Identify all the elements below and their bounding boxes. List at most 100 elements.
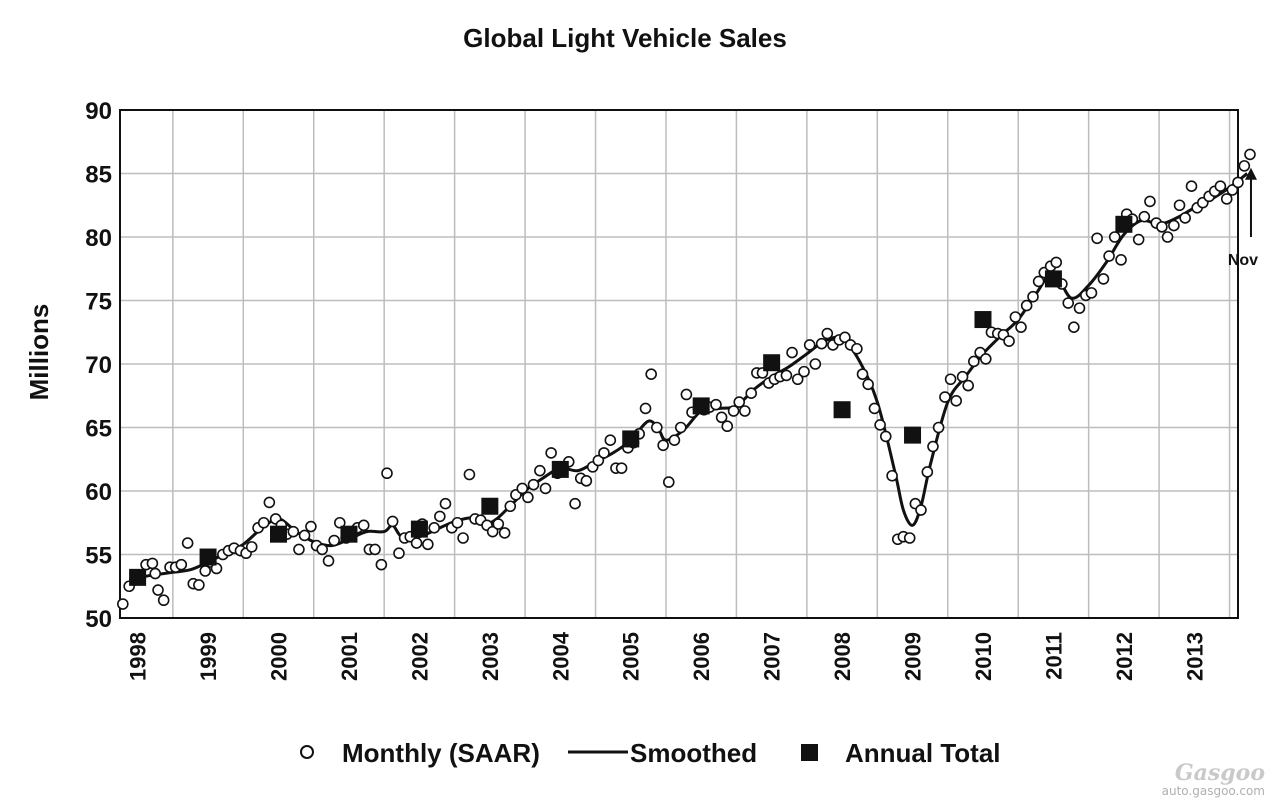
monthly-point [733,396,746,408]
annual-point [833,401,851,419]
monthly-point [451,516,464,529]
monthly-point [1091,232,1103,245]
monthly-point [674,421,687,434]
monthly-point [263,496,276,509]
y-tick-label: 80 [85,225,112,252]
monthly-point [175,558,188,571]
annual-point [1044,270,1062,288]
monthly-point [193,579,205,591]
monthly-point [721,420,734,433]
monthly-point [293,543,305,556]
monthly-point [1085,287,1098,299]
y-tick-label: 75 [85,289,112,316]
grid [120,109,1238,619]
monthly-point [662,476,675,488]
monthly-point [727,405,740,417]
monthly-point [1097,273,1110,285]
monthly-point [1132,233,1145,246]
monthly-series [117,148,1256,610]
y-tick-label: 85 [85,162,112,189]
x-axis-ticks: 1998 1999 2000 2001 2002 2003 2004 2005 2006 2007… [126,631,1208,681]
x-tick-label: 2000 [267,632,292,681]
monthly-point [962,379,974,392]
legend-annual-label: Annual Total [845,738,1001,768]
monthly-point [381,467,393,480]
monthly-point [357,519,370,532]
monthly-point [1185,180,1198,192]
monthly-point [1144,195,1156,208]
monthly-point [298,529,311,542]
monthly-point [839,331,851,344]
monthly-point [580,475,593,487]
monthly-point [791,373,804,386]
monthly-point [463,468,476,481]
monthly-point [545,447,557,459]
monthly-point [1062,297,1075,309]
monthly-point [932,421,945,434]
monthly-point [369,543,381,556]
y-tick-label: 55 [85,543,112,570]
monthly-point [604,434,617,447]
monthly-point [522,491,534,504]
monthly-point [1003,335,1015,347]
monthly-point [181,537,194,549]
monthly-point [199,565,212,577]
monthly-point [428,522,440,534]
monthly-point [809,358,822,370]
monthly-point [680,388,693,401]
monthly-point [1015,321,1027,333]
annual-point [270,525,288,543]
annual-point [763,354,781,372]
monthly-point [903,532,916,544]
legend: Monthly (SAAR) Smoothed Annual Total [300,738,1001,768]
monthly-point [1050,256,1063,269]
monthly-point [245,541,258,553]
monthly-point [504,500,517,513]
monthly-point [422,538,434,551]
annual-point [481,497,499,515]
legend-monthly-label: Monthly (SAAR) [342,738,540,768]
monthly-point [1115,254,1127,266]
monthly-point [1156,221,1168,233]
y-axis-label: Millions [24,304,54,401]
x-tick-label: 2006 [689,632,714,681]
monthly-point [798,365,810,378]
x-tick-label: 2008 [830,632,855,681]
monthly-point [645,368,657,380]
monthly-point [257,516,270,529]
y-axis-ticks: 50 55 60 65 70 75 80 85 90 [85,98,112,633]
annual-point [974,311,992,329]
x-tick-label: 2004 [548,631,573,681]
monthly-point [944,373,957,386]
x-tick-label: 1998 [126,632,151,681]
monthly-point [152,584,164,596]
monthly-point [915,504,927,516]
monthly-point [856,368,869,380]
plot-area [119,109,1239,619]
monthly-point [386,515,399,528]
monthly-point [657,439,669,452]
y-tick-label: 70 [85,352,112,379]
monthly-point [874,419,886,431]
monthly-point [715,411,728,424]
x-tick-label: 2011 [1041,632,1066,680]
x-tick-label: 2010 [971,632,996,681]
monthly-point [492,518,505,530]
annotation-label: Nov [1228,252,1258,269]
monthly-point [1027,290,1039,303]
monthly-point [1108,231,1121,243]
legend-smoothed-label: Smoothed [630,738,757,768]
monthly-point [1161,231,1174,243]
smoothed-series [137,172,1249,579]
annual-series [129,215,1133,586]
y-tick-label: 50 [85,606,112,633]
monthly-point [1068,321,1080,333]
x-tick-label: 2012 [1112,632,1137,681]
monthly-point [879,430,892,443]
monthly-point [862,378,874,391]
monthly-point [868,402,881,415]
monthly-point [457,532,469,544]
monthly-point [1238,160,1251,172]
monthly-point [1244,148,1256,161]
monthly-point [498,527,511,539]
